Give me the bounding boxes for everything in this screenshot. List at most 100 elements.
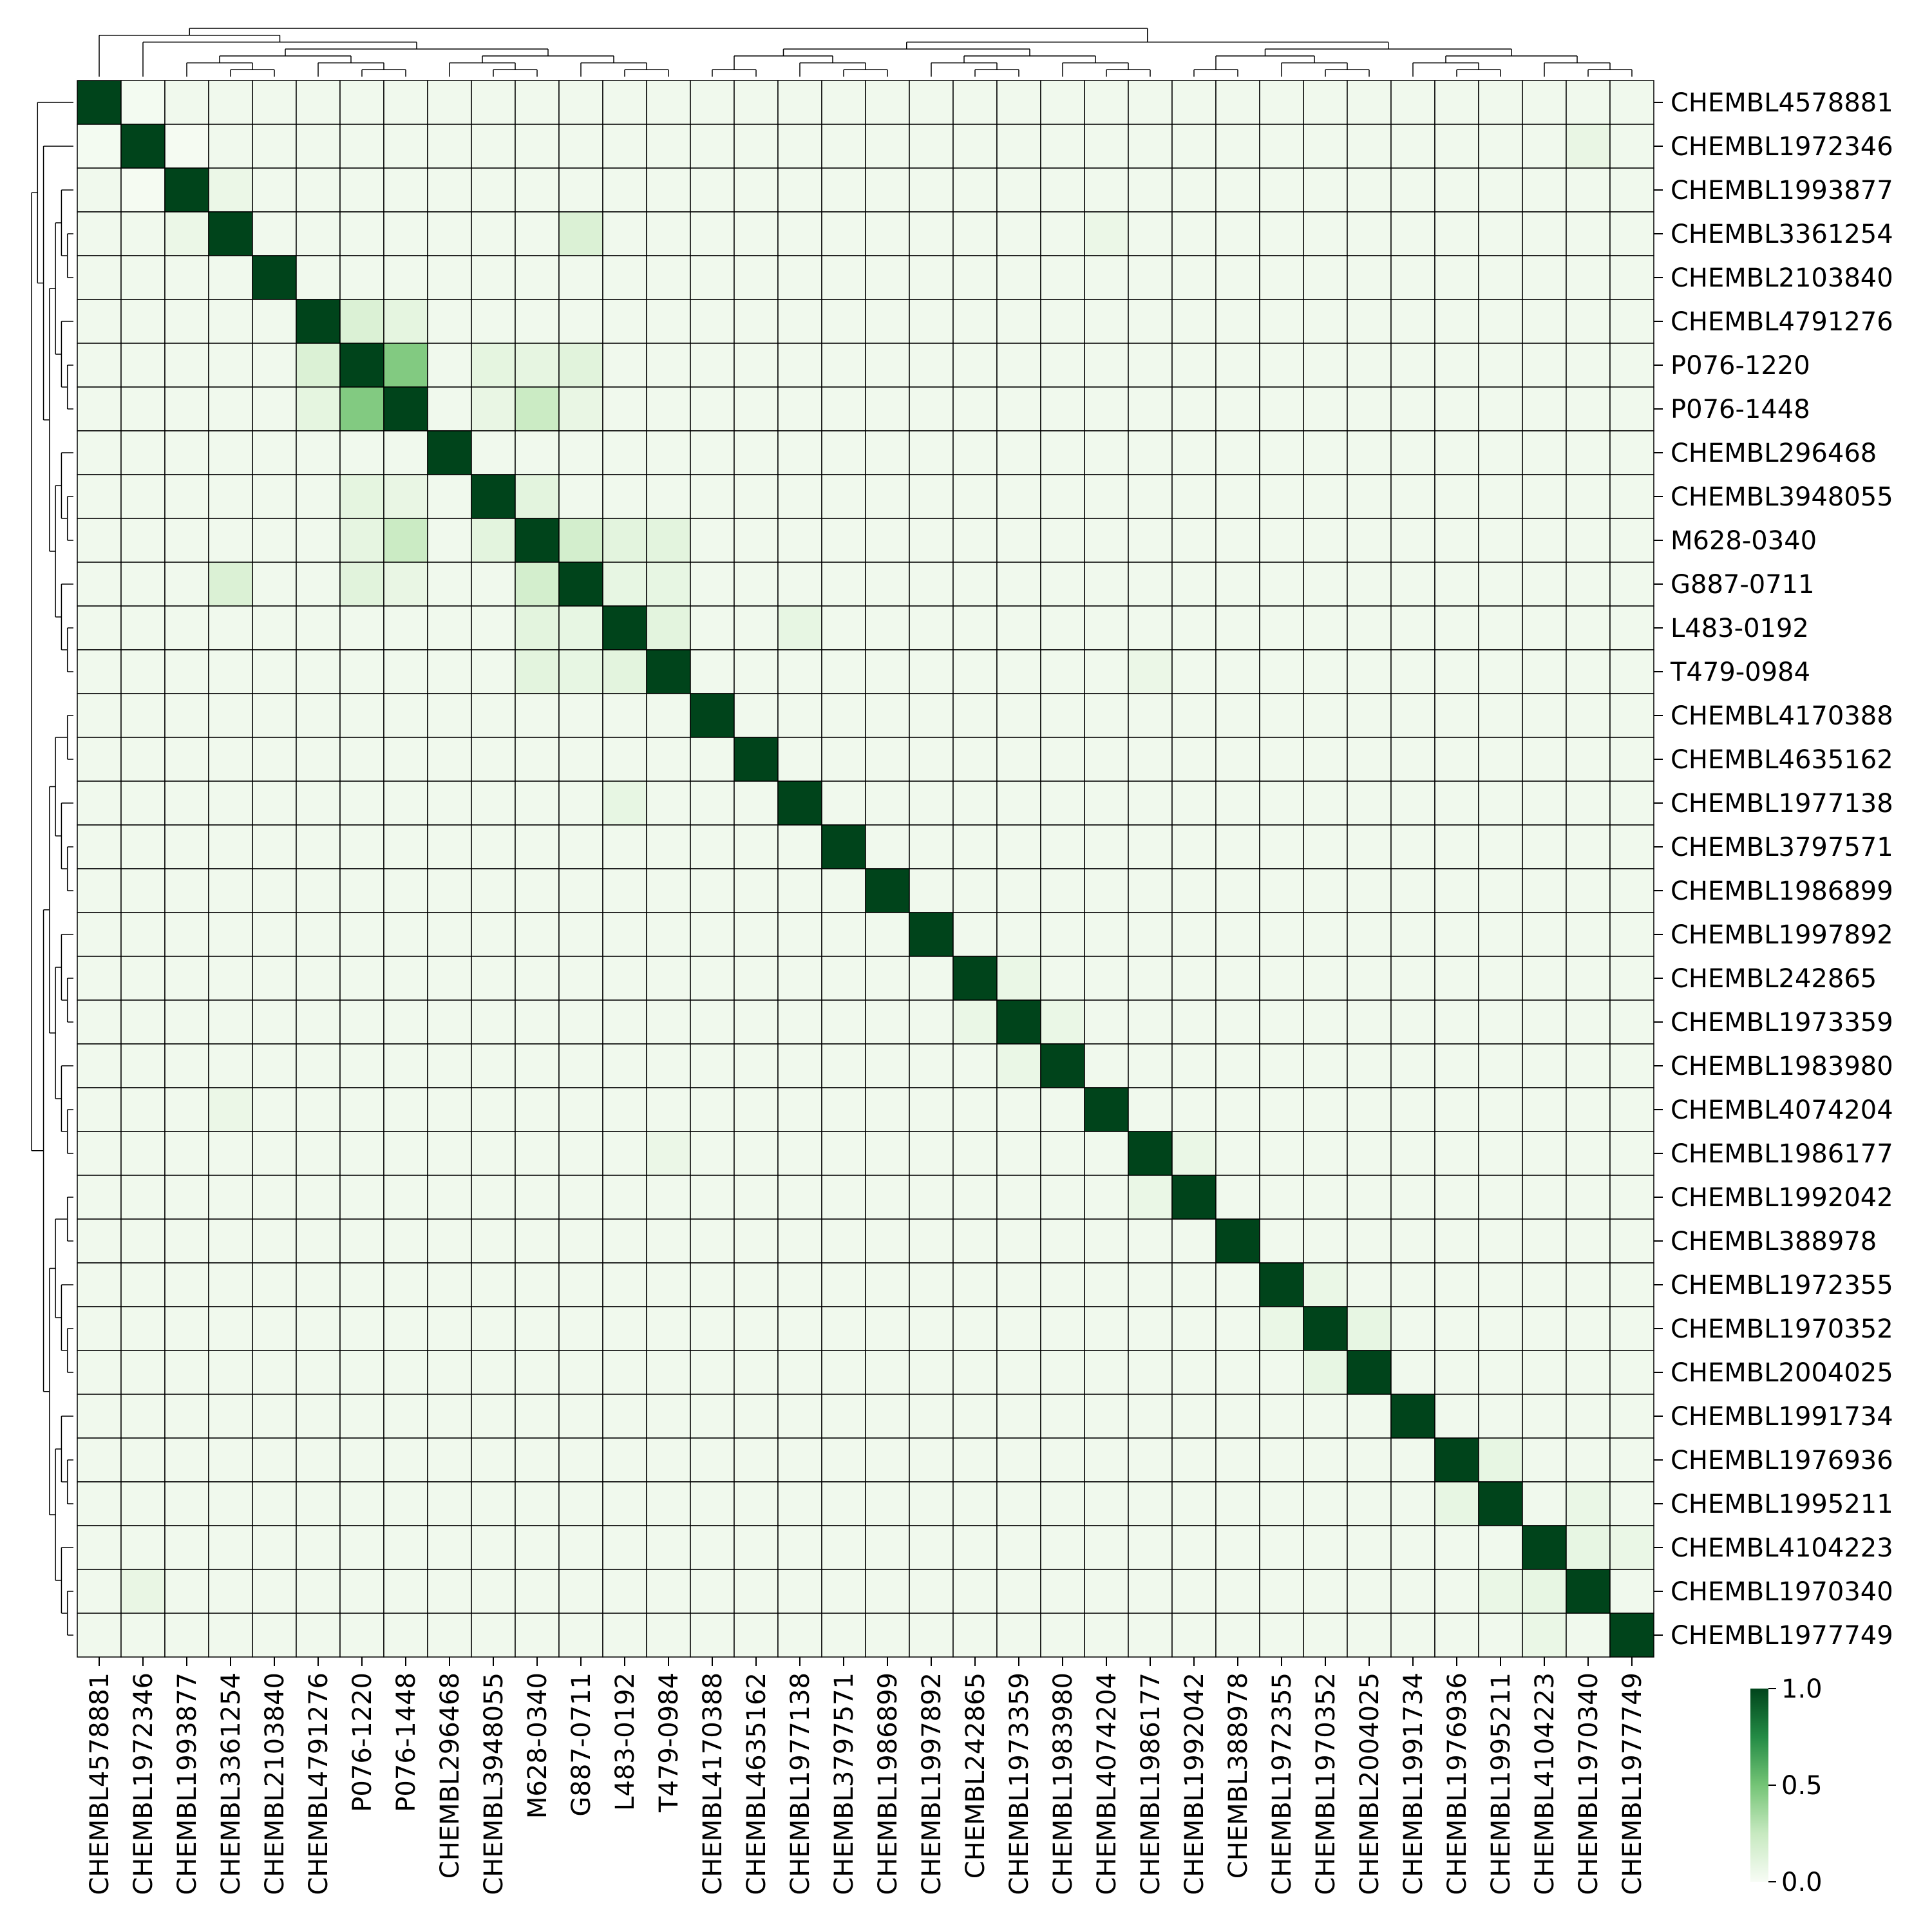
heatmap-cell: [1347, 1394, 1392, 1439]
heatmap-cell: [1040, 824, 1085, 869]
heatmap-cell: [77, 167, 122, 213]
heatmap-cell: [690, 80, 735, 125]
heatmap-cell: [1128, 1087, 1173, 1132]
heatmap-cell: [471, 999, 516, 1045]
heatmap-cell: [427, 124, 472, 169]
heatmap-cell: [1040, 167, 1085, 213]
heatmap-cell: [1390, 737, 1435, 782]
heatmap-cell: [646, 1306, 691, 1351]
heatmap-cell: [1128, 1043, 1173, 1088]
heatmap-cell: [1390, 80, 1435, 125]
heatmap-cell: [865, 1218, 910, 1264]
heatmap-cell: [471, 124, 516, 169]
heatmap-cell: [602, 605, 647, 650]
heatmap-cell: [1303, 1131, 1348, 1176]
heatmap-cell: [734, 386, 779, 431]
heatmap-cell: [734, 1043, 779, 1088]
heatmap-cell: [602, 912, 647, 957]
heatmap-cell: [471, 956, 516, 1001]
heatmap-cell: [821, 1613, 866, 1658]
heatmap-cell: [1434, 1394, 1479, 1439]
col-label: CHEMBL4578881: [85, 1672, 115, 1895]
heatmap-cell: [690, 1262, 735, 1307]
heatmap-cell: [734, 1131, 779, 1176]
heatmap-cell: [77, 474, 122, 519]
heatmap-cell: [821, 299, 866, 344]
heatmap-cell: [1347, 299, 1392, 344]
heatmap-cell: [339, 1525, 384, 1570]
heatmap-cell: [471, 1350, 516, 1395]
row-dendrogram: [31, 102, 73, 1636]
heatmap-cell: [383, 1613, 428, 1658]
heatmap-cell: [1259, 1306, 1304, 1351]
heatmap-cell: [1478, 562, 1523, 607]
heatmap-cell: [996, 956, 1041, 1001]
heatmap-cell: [1478, 1131, 1523, 1176]
row-label: CHEMBL4074204: [1671, 1095, 1893, 1125]
heatmap-cell: [208, 430, 253, 475]
heatmap-cell: [1040, 1525, 1085, 1570]
heatmap-cell: [1434, 824, 1479, 869]
heatmap-cell: [515, 605, 560, 650]
row-label: CHEMBL4170388: [1671, 701, 1893, 731]
heatmap-cell: [646, 956, 691, 1001]
heatmap-cell: [1171, 562, 1217, 607]
heatmap-cell: [1522, 474, 1567, 519]
heatmap-cell: [1259, 649, 1304, 694]
heatmap-cell: [1128, 1175, 1173, 1220]
heatmap-cell: [1303, 1306, 1348, 1351]
heatmap-cell: [996, 80, 1041, 125]
heatmap-cell: [339, 1569, 384, 1614]
heatmap-cell: [1171, 211, 1217, 256]
heatmap-cell: [252, 562, 297, 607]
heatmap-cell: [427, 912, 472, 957]
heatmap-cell: [208, 1350, 253, 1395]
heatmap-cell: [558, 605, 603, 650]
heatmap-cell: [777, 781, 822, 826]
heatmap-cell: [1303, 299, 1348, 344]
heatmap-cell: [208, 1481, 253, 1526]
heatmap-cell: [690, 518, 735, 563]
heatmap-cell: [1171, 868, 1217, 913]
heatmap-cell: [1347, 1218, 1392, 1264]
heatmap-cell: [120, 167, 166, 213]
heatmap-cell: [734, 956, 779, 1001]
heatmap-cell: [77, 1262, 122, 1307]
heatmap-cell: [1215, 999, 1260, 1045]
heatmap-cell: [734, 1175, 779, 1220]
heatmap-cell: [1084, 781, 1129, 826]
heatmap-cell: [77, 868, 122, 913]
heatmap-cell: [1303, 1350, 1348, 1395]
heatmap-cell: [120, 824, 166, 869]
heatmap-cell: [1259, 737, 1304, 782]
heatmap-cell: [909, 562, 954, 607]
heatmap-cell: [208, 1613, 253, 1658]
row-label: G887-0711: [1671, 570, 1815, 600]
heatmap-cell: [383, 1525, 428, 1570]
heatmap-cell: [471, 693, 516, 738]
colorbar-tick-label: 0.5: [1781, 1771, 1823, 1801]
heatmap-cell: [427, 737, 472, 782]
heatmap-cell: [602, 1087, 647, 1132]
heatmap-cell: [1434, 1175, 1479, 1220]
heatmap-cell: [1609, 1175, 1654, 1220]
heatmap-cell: [1171, 605, 1217, 650]
col-label: P076-1448: [392, 1672, 421, 1812]
heatmap-cell: [383, 1218, 428, 1264]
heatmap-cell: [734, 1218, 779, 1264]
heatmap-cell: [777, 1481, 822, 1526]
heatmap-cell: [252, 1175, 297, 1220]
heatmap-cell: [1303, 1043, 1348, 1088]
heatmap-cell: [1040, 1218, 1085, 1264]
heatmap-cell: [1128, 562, 1173, 607]
heatmap-cell: [120, 1043, 166, 1088]
heatmap-cell: [471, 430, 516, 475]
heatmap-cell: [515, 1437, 560, 1482]
heatmap-cell: [734, 1437, 779, 1482]
heatmap-cell: [208, 605, 253, 650]
heatmap-cell: [1566, 649, 1611, 694]
heatmap-cell: [1522, 1218, 1567, 1264]
heatmap-cell: [427, 1437, 472, 1482]
heatmap-cell: [427, 1481, 472, 1526]
heatmap-cell: [208, 1043, 253, 1088]
